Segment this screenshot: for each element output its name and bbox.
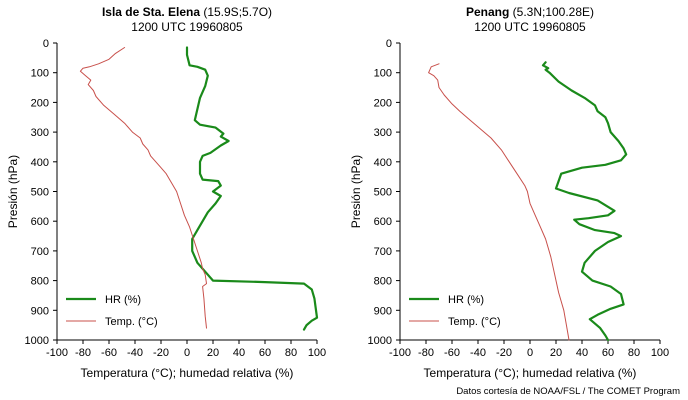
y-tick-label: 700 bbox=[374, 246, 392, 258]
temp-series-line bbox=[428, 63, 570, 341]
y-tick-label: 800 bbox=[374, 276, 392, 288]
y-tick-label: 100 bbox=[374, 68, 392, 80]
y-axis-label: Presión (hPa) bbox=[6, 155, 20, 228]
chart-subtitle: 1200 UTC 19960805 bbox=[474, 20, 586, 34]
x-tick-label: -20 bbox=[496, 347, 512, 359]
y-tick-label: 800 bbox=[31, 276, 49, 288]
y-tick-label: 1000 bbox=[368, 335, 392, 347]
x-tick-label: -80 bbox=[418, 347, 434, 359]
rh-series-line bbox=[541, 61, 628, 342]
x-axis-label: Temperatura (°C); humedad relativa (%) bbox=[81, 366, 294, 380]
x-tick-label: 0 bbox=[184, 347, 190, 359]
x-tick-label: 20 bbox=[550, 347, 562, 359]
x-tick-label: -80 bbox=[75, 347, 91, 359]
x-tick-label: -40 bbox=[470, 347, 486, 359]
data-credit: Datos cortesía de NOAA/FSL / The COMET P… bbox=[456, 386, 680, 397]
x-tick-label: 40 bbox=[576, 347, 588, 359]
x-tick-label: -20 bbox=[153, 347, 169, 359]
x-tick-label: -60 bbox=[101, 347, 117, 359]
legend-label: HR (%) bbox=[105, 294, 141, 306]
y-tick-label: 600 bbox=[31, 216, 49, 228]
legend-label: Temp. (°C) bbox=[105, 316, 158, 328]
y-axis-label: Presión (hPa) bbox=[349, 155, 363, 228]
rh-series-line bbox=[185, 46, 319, 331]
y-tick-label: 200 bbox=[374, 97, 392, 109]
y-tick-label: 1000 bbox=[25, 335, 49, 347]
temp-series-line bbox=[79, 47, 207, 329]
x-tick-label: 80 bbox=[285, 347, 297, 359]
x-tick-label: 60 bbox=[259, 347, 271, 359]
y-tick-label: 0 bbox=[43, 38, 49, 50]
y-tick-label: 100 bbox=[31, 68, 49, 80]
chart-title: Isla de Sta. Elena (15.9S;5.7O) bbox=[102, 5, 272, 19]
chart-title-coords: (15.9S;5.7O) bbox=[200, 5, 272, 19]
y-tick-label: 700 bbox=[31, 246, 49, 258]
chart-title-station: Penang bbox=[466, 5, 509, 19]
y-tick-label: 500 bbox=[31, 187, 49, 199]
x-tick-label: 80 bbox=[628, 347, 640, 359]
chart-title: Penang (5.3N;100.28E) bbox=[466, 5, 594, 19]
x-tick-label: -100 bbox=[46, 347, 68, 359]
y-tick-label: 300 bbox=[31, 127, 49, 139]
x-tick-label: 20 bbox=[207, 347, 219, 359]
x-tick-label: 0 bbox=[527, 347, 533, 359]
y-tick-label: 200 bbox=[31, 97, 49, 109]
chart-subtitle: 1200 UTC 19960805 bbox=[131, 20, 243, 34]
y-tick-label: 500 bbox=[374, 187, 392, 199]
y-tick-label: 600 bbox=[374, 216, 392, 228]
chart-title-station: Isla de Sta. Elena bbox=[102, 5, 200, 19]
chart-title-coords: (5.3N;100.28E) bbox=[509, 5, 594, 19]
st-helena-panel: Isla de Sta. Elena (15.9S;5.7O)1200 UTC … bbox=[6, 5, 326, 380]
y-tick-label: 900 bbox=[31, 305, 49, 317]
penang-panel: Penang (5.3N;100.28E)1200 UTC 19960805 0 1… bbox=[349, 5, 669, 380]
y-tick-label: 300 bbox=[374, 127, 392, 139]
y-tick-label: 400 bbox=[374, 157, 392, 169]
x-tick-label: 100 bbox=[308, 347, 326, 359]
y-tick-label: 0 bbox=[386, 38, 392, 50]
x-tick-label: 40 bbox=[233, 347, 245, 359]
x-tick-label: -40 bbox=[127, 347, 143, 359]
y-tick-label: 900 bbox=[374, 305, 392, 317]
x-tick-label: -60 bbox=[444, 347, 460, 359]
y-tick-label: 400 bbox=[31, 157, 49, 169]
x-axis-label: Temperatura (°C); humedad relativa (%) bbox=[424, 366, 637, 380]
legend-label: HR (%) bbox=[448, 294, 484, 306]
legend-label: Temp. (°C) bbox=[448, 316, 501, 328]
x-tick-label: -100 bbox=[389, 347, 411, 359]
x-tick-label: 60 bbox=[602, 347, 614, 359]
x-tick-label: 100 bbox=[651, 347, 669, 359]
